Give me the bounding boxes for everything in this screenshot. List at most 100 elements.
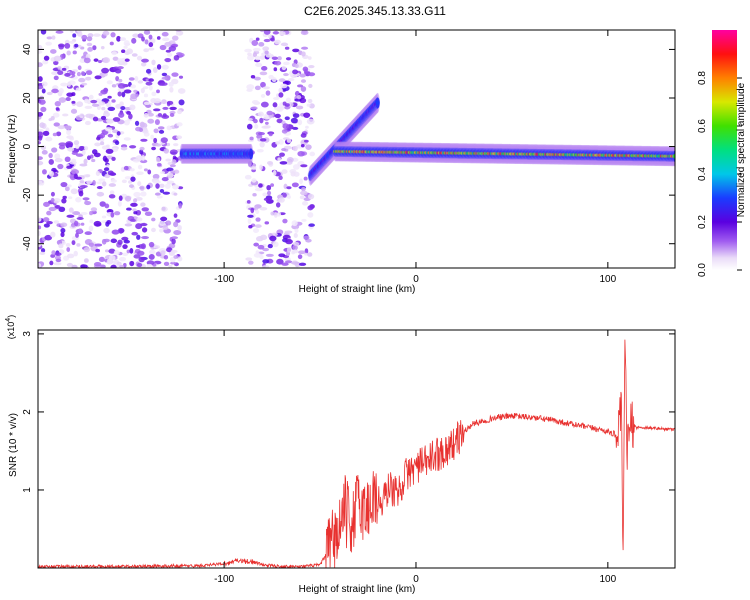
heatmap-cell — [166, 167, 174, 172]
heatmap-cell — [157, 112, 163, 117]
heatmap-cell — [248, 260, 254, 265]
heatmap-cell — [277, 157, 281, 161]
heatmap-cell — [307, 252, 313, 257]
heatmap-cell — [286, 247, 292, 253]
heatmap-cell — [307, 72, 316, 77]
heatmap-cell — [77, 31, 83, 37]
y-tick-label: -20 — [22, 187, 33, 202]
heatmap-cell — [46, 91, 53, 96]
heatmap-cell — [250, 106, 258, 110]
heatmap-cell — [156, 36, 161, 40]
heatmap-cell — [57, 125, 66, 130]
x-tick-label: 0 — [413, 574, 419, 585]
heatmap-cell — [101, 215, 107, 219]
heatmap-cell — [252, 192, 257, 197]
heatmap-cell — [148, 241, 155, 248]
heatmap-cell — [129, 248, 134, 254]
heatmap-cell — [263, 125, 271, 129]
snr-x-label: Height of straight line (km) — [299, 584, 416, 595]
heatmap-cell — [165, 220, 172, 226]
heatmap-cell — [144, 211, 153, 217]
heatmap-cell — [143, 101, 151, 106]
heatmap-cell — [41, 150, 48, 155]
heatmap-cell — [160, 171, 165, 175]
heatmap-cell — [306, 103, 311, 107]
heatmap-cell — [292, 145, 298, 152]
heatmap-cell — [44, 234, 53, 241]
heatmap-cell — [111, 156, 116, 161]
heatmap-cell — [38, 62, 43, 68]
heatmap-cell — [109, 190, 115, 195]
heatmap-cell — [278, 253, 286, 258]
heatmap-cell — [40, 106, 47, 112]
heatmap-cell — [118, 195, 123, 201]
heatmap-cell — [172, 184, 180, 190]
x-tick-label: 0 — [413, 274, 419, 285]
heatmap-cell — [80, 71, 86, 76]
heatmap-cell — [66, 135, 74, 139]
heatmap-cell — [143, 113, 149, 118]
heatmap-cell — [76, 71, 81, 77]
heatmap-cell — [54, 101, 61, 107]
heatmap-cell — [262, 46, 270, 51]
heatmap-cell — [77, 65, 82, 71]
heatmap-cell — [300, 164, 308, 168]
heatmap-cell — [39, 251, 46, 256]
heatmap-cell — [119, 256, 127, 262]
heatmap-cell — [104, 173, 111, 179]
heatmap-cell — [66, 247, 71, 253]
heatmap-cell — [104, 127, 113, 132]
heatmap-cell — [260, 81, 266, 88]
y-tick-label: 1 — [22, 487, 33, 493]
heatmap-cell — [169, 113, 175, 117]
heatmap-cell — [178, 202, 183, 209]
heatmap-cell — [137, 250, 145, 256]
heatmap-cell — [90, 99, 98, 104]
heatmap-cell — [104, 203, 110, 209]
heatmap-cell — [255, 217, 261, 222]
heatmap-cell — [177, 224, 182, 231]
heatmap-cell — [112, 56, 119, 61]
colorbar-tick-label: 0.6 — [697, 119, 708, 133]
heatmap-cell — [293, 232, 298, 239]
heatmap-cell — [132, 33, 140, 38]
heatmap-cell — [131, 231, 138, 236]
heatmap-cell — [128, 113, 133, 120]
heatmap-cell — [297, 119, 303, 126]
heatmap-cell — [252, 47, 261, 52]
heatmap-cell — [75, 232, 79, 238]
heatmap-cell — [136, 217, 143, 222]
heatmap-cell — [274, 60, 282, 66]
heatmap-cell — [152, 180, 161, 184]
heatmap-cell — [123, 137, 131, 141]
heatmap-cell — [148, 47, 155, 51]
heatmap-cell — [57, 66, 62, 70]
heatmap-cell — [163, 261, 170, 266]
heatmap-cell — [305, 144, 312, 150]
heatmap-cell — [146, 263, 153, 268]
heatmap-cell — [104, 249, 109, 253]
heatmap-cell — [88, 242, 95, 247]
heatmap-cell — [52, 112, 60, 118]
heatmap-cell — [124, 176, 132, 180]
heatmap-cell — [281, 129, 288, 134]
heatmap-cell — [73, 220, 79, 227]
heatmap-cell — [83, 146, 89, 151]
heatmap-cell — [308, 103, 315, 109]
spectrogram-heatmap — [38, 30, 675, 268]
heatmap-cell — [106, 258, 113, 265]
heatmap-cell — [117, 91, 122, 97]
heatmap-cell — [48, 159, 54, 165]
heatmap-cell — [152, 108, 161, 112]
heatmap-cell — [41, 88, 46, 94]
heatmap-cell — [254, 55, 261, 61]
heatmap-cell — [79, 180, 85, 184]
heatmap-cell — [133, 211, 138, 215]
heatmap-cell — [153, 137, 158, 144]
heatmap-cell — [162, 224, 169, 231]
heatmap-cell — [71, 92, 76, 97]
heatmap-cell — [139, 159, 148, 164]
heatmap-cell — [307, 205, 314, 211]
heatmap-cell — [108, 194, 116, 199]
heatmap-cell — [111, 84, 117, 88]
